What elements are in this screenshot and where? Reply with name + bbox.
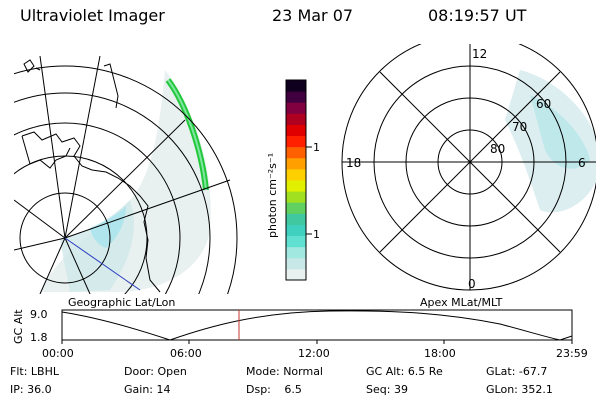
mlt-label-6: 6 xyxy=(578,156,586,170)
magnetic-polar-plot: 12 6 0 18 60 70 80 xyxy=(341,44,596,291)
filter-value: LBHL xyxy=(30,365,59,378)
seq-info: Seq: 39 xyxy=(366,383,408,396)
colorbar-segment xyxy=(286,246,306,259)
uv-emission-region xyxy=(40,70,211,292)
dsp-value: 6.5 xyxy=(284,383,302,396)
ip-info: IP: 36.0 xyxy=(10,383,52,396)
colorbar-segment xyxy=(286,91,306,103)
colorbar-segment xyxy=(286,80,306,92)
colorbar-segment xyxy=(286,168,306,181)
colorbar-segment xyxy=(286,224,306,237)
gc-alt-value: 6.5 Re xyxy=(407,365,443,378)
geographic-caption: Geographic Lat/Lon xyxy=(68,296,176,309)
colorbar-segment xyxy=(286,124,306,137)
magnetic-caption: Apex MLat/MLT xyxy=(420,296,503,309)
mlt-label-12: 12 xyxy=(472,47,487,61)
colorbar-segment xyxy=(286,257,306,270)
alt-ytick-9: 9.0 xyxy=(30,308,48,321)
lat-label-60: 60 xyxy=(536,97,551,111)
x-tick-2359: 23:59 xyxy=(556,347,588,360)
altitude-timeline: GC Alt 9.0 1.8 xyxy=(12,308,573,344)
image-date: 23 Mar 07 xyxy=(272,6,354,25)
door-value: Open xyxy=(157,365,187,378)
colorbar-segment xyxy=(286,135,306,148)
colorbar-segment xyxy=(286,268,306,281)
door-info: Door: Open xyxy=(124,365,187,378)
colorbar-segment xyxy=(286,191,306,203)
glat-value: -67.7 xyxy=(518,365,548,378)
x-tick-0600: 06:00 xyxy=(170,347,202,360)
colorbar-segment xyxy=(286,113,306,125)
x-tick-1800: 18:00 xyxy=(424,347,456,360)
colorbar-label: photon cm⁻²s⁻¹ xyxy=(266,153,279,238)
colorbar-segment xyxy=(286,146,306,159)
gain-value: 14 xyxy=(156,383,171,396)
seq-value: 39 xyxy=(393,383,408,396)
colorbar-segment xyxy=(286,213,306,225)
intensity-colorbar: 100 10 photon cm⁻²s⁻¹ xyxy=(266,79,320,281)
mode-info: Mode: Normal xyxy=(246,365,323,378)
image-time: 08:19:57 UT xyxy=(428,6,527,25)
dsp-info: Dsp: 6.5 xyxy=(246,383,302,396)
gc-alt-info: GC Alt: 6.5 Re xyxy=(366,365,443,378)
mlt-label-0: 0 xyxy=(468,277,476,291)
colorbar-segment xyxy=(286,180,306,192)
instrument-title: Ultraviolet Imager xyxy=(20,6,165,25)
x-tick-0000: 00:00 xyxy=(42,347,74,360)
mlt-label-18: 18 xyxy=(346,156,361,170)
colorbar-tick-10: 10 xyxy=(313,228,320,241)
uv-emission-polar xyxy=(505,70,596,213)
mode-value: Normal xyxy=(283,365,323,378)
alt-ylabel: GC Alt xyxy=(12,309,25,344)
colorbar-segment xyxy=(286,202,306,214)
glat-info: GLat: -67.7 xyxy=(486,365,548,378)
lat-label-80: 80 xyxy=(490,142,505,156)
filter-info: Flt: LBHL xyxy=(10,365,59,378)
ip-value: 36.0 xyxy=(27,383,52,396)
altitude-curve xyxy=(61,310,573,341)
glon-value: 352.1 xyxy=(521,383,553,396)
x-tick-1200: 12:00 xyxy=(298,347,330,360)
geographic-map xyxy=(14,55,238,294)
colorbar-segment xyxy=(286,102,306,114)
colorbar-segment xyxy=(286,157,306,170)
alt-ytick-1.8: 1.8 xyxy=(30,331,48,344)
colorbar-tick-100: 100 xyxy=(313,141,320,154)
coastline xyxy=(21,131,161,293)
gain-info: Gain: 14 xyxy=(124,383,171,396)
lat-label-70: 70 xyxy=(512,120,527,134)
colorbar-segment xyxy=(286,235,306,248)
glon-info: GLon: 352.1 xyxy=(486,383,553,396)
